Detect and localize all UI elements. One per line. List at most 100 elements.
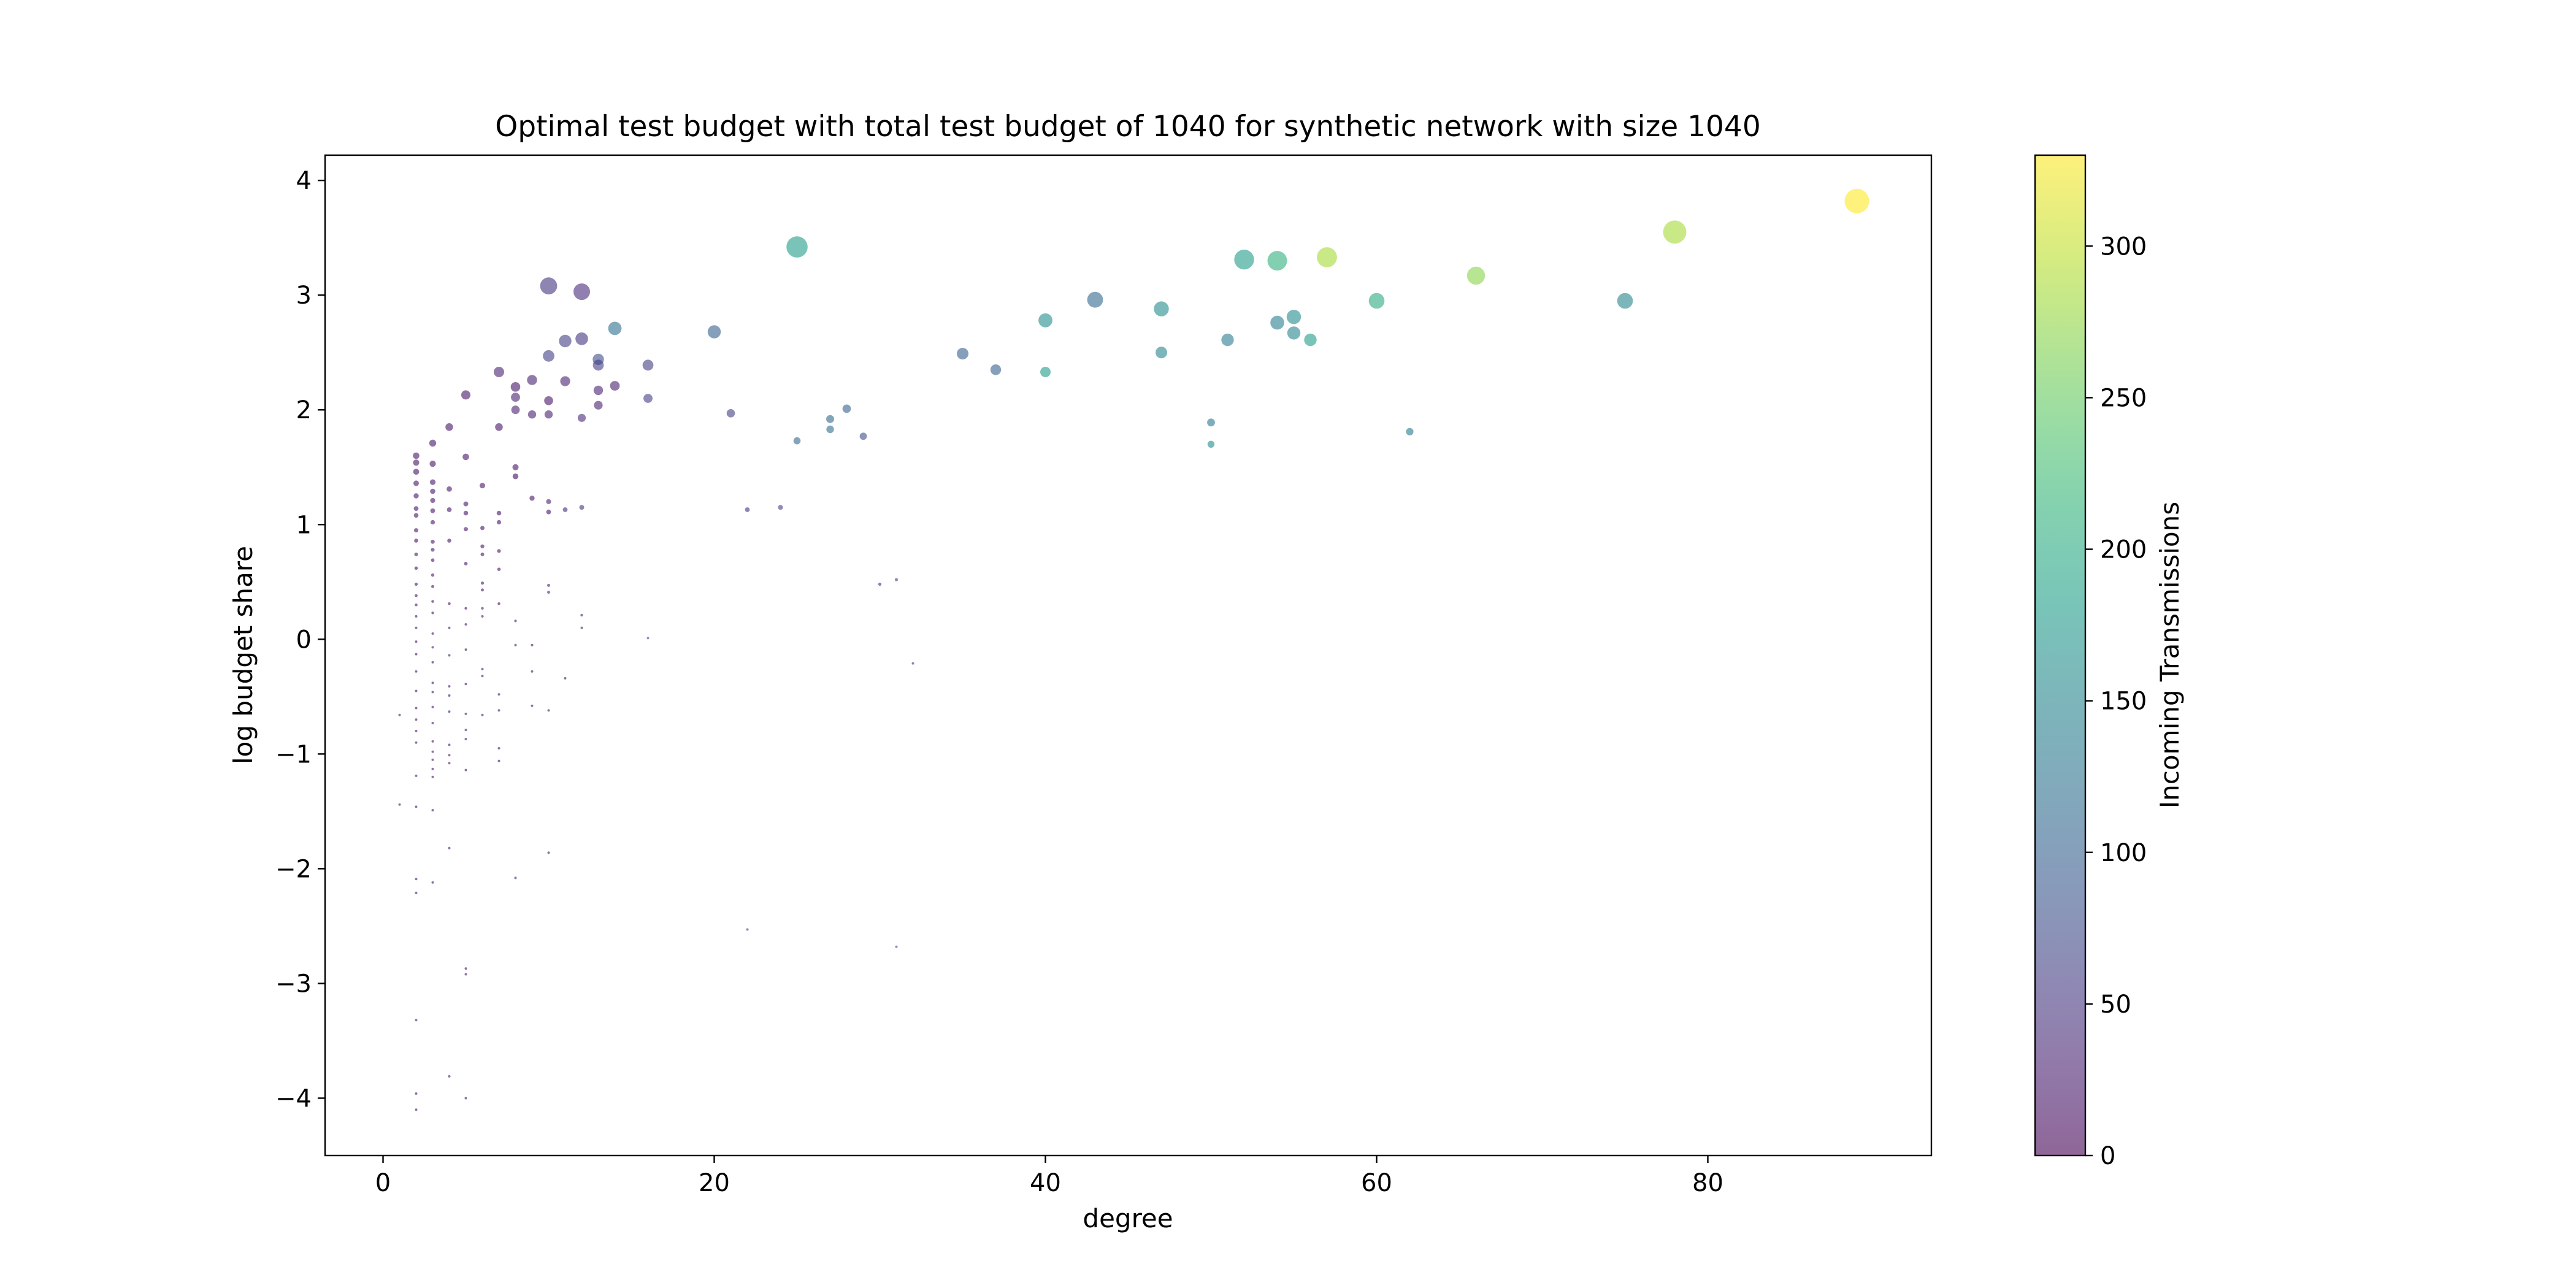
data-point [431,775,434,778]
data-point [415,626,418,629]
data-point [464,769,467,772]
data-point [448,710,451,713]
data-point [414,539,418,543]
data-point [414,552,418,556]
data-point [990,364,1002,375]
x-tick-label: 80 [1692,1169,1723,1197]
data-point [610,381,620,391]
data-point [431,750,434,753]
data-point [646,637,650,640]
data-point [462,453,469,461]
data-point [448,685,451,688]
data-point [527,375,537,385]
data-point [431,632,434,635]
x-axis-label: degree [1083,1203,1173,1233]
data-point [481,588,484,592]
data-point [464,967,467,970]
data-point [1207,418,1215,427]
data-point [448,762,451,765]
y-axis: −4 −3 −2 −1 0 1 2 3 4 [275,167,325,1113]
data-point [413,452,420,459]
data-point [481,615,484,618]
data-point [415,603,418,607]
data-point [543,350,554,362]
data-point [480,483,485,489]
data-point [642,359,654,371]
data-point [1287,326,1301,340]
y-tick-label: 3 [296,282,312,310]
data-point [431,600,434,603]
data-point [580,613,583,617]
data-point [429,439,437,447]
data-point [464,623,467,626]
data-point [415,718,418,721]
data-point [429,479,436,485]
data-point [497,549,501,553]
colorbar-axis: 0 50 100 150 200 250 300 [2085,232,2147,1170]
data-point [448,654,451,657]
data-point [413,469,420,475]
data-point [431,540,435,544]
data-point [514,619,517,623]
data-point [826,425,834,434]
data-point [464,738,467,740]
data-point [1663,220,1687,244]
data-point [579,505,585,510]
data-point [463,501,469,507]
x-tick-label: 40 [1030,1169,1061,1197]
colorbar-tick-label: 150 [2100,688,2147,716]
data-point [430,488,435,494]
y-tick-label: 0 [296,626,312,654]
colorbar-tick-label: 0 [2100,1142,2115,1170]
colorbar-label: Incoming Transmissions [2155,502,2185,808]
data-point [431,721,434,724]
data-point [1154,301,1169,316]
data-point [430,508,435,513]
data-point [463,510,469,516]
data-point [1617,293,1633,309]
data-point [464,712,467,715]
y-tick-label: −1 [275,740,312,769]
data-point [430,519,435,525]
data-point [415,653,418,656]
data-point [415,689,418,692]
data-point [580,626,583,629]
data-point [1267,251,1287,271]
data-point [957,348,968,360]
data-point [431,881,434,884]
data-point [564,677,567,680]
data-point [1234,250,1254,270]
data-point [464,729,467,732]
data-point [544,410,553,419]
data-point [512,464,519,470]
x-tick-label: 0 [375,1169,391,1197]
data-point [894,578,899,581]
data-point [415,774,418,777]
colorbar-tick-label: 250 [2100,384,2147,412]
data-point [547,591,550,594]
data-point [414,528,418,533]
data-point [859,432,867,440]
data-point [480,544,485,548]
data-point [415,1108,418,1111]
data-point [481,713,484,716]
data-point [573,283,590,301]
data-point [415,805,418,808]
data-point [1368,293,1385,309]
data-point [1286,310,1301,324]
data-point [415,878,418,881]
data-point [1038,313,1052,328]
data-point [447,486,452,492]
data-point [448,694,451,697]
data-point [431,740,434,743]
data-point [414,582,418,586]
data-point [464,973,467,976]
data-point [547,583,550,587]
data-point [745,507,750,512]
data-point [895,945,898,948]
data-point [511,393,520,402]
data-point [495,423,503,431]
colorbar [2034,154,2087,1157]
y-tick-label: −2 [275,855,312,883]
data-point [481,675,484,678]
